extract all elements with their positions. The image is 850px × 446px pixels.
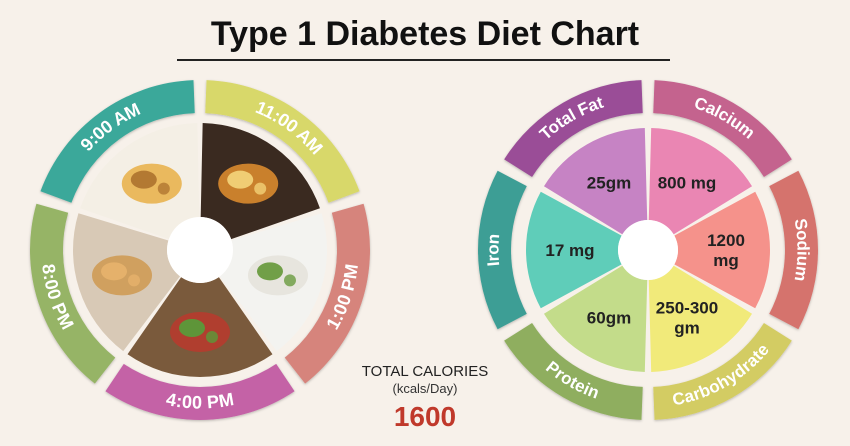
meal-photo-4 — [127, 277, 273, 377]
meal-ring-segment — [105, 363, 295, 420]
nutrient-ring-segment — [504, 323, 643, 420]
nutrient-value: 800 mg — [658, 173, 717, 192]
nutrient-segment-6: Iron 17 mg — [478, 170, 622, 330]
nutrient-ring-segment — [504, 80, 643, 177]
nutrient-fill-segment — [648, 128, 753, 235]
nutrient-fill-segment — [526, 191, 622, 309]
nutrient-fill-segment — [674, 191, 770, 309]
total-calories-unit: (kcals/Day) — [392, 381, 457, 396]
rice-bowl-icon — [247, 255, 308, 296]
nutrient-label: Sodium — [790, 217, 812, 282]
meal-segment-4: 4:00 PM — [105, 363, 295, 420]
nutrient-ring-segment — [653, 80, 792, 177]
nutrient-value: 1200 mg — [707, 231, 745, 270]
nutrient-ring-segment — [653, 323, 792, 420]
nutrient-value: 25gm — [587, 173, 631, 192]
meal-time-label: 4:00 PM — [165, 389, 236, 413]
meal-time-wheel: 9:00 AM 11:00 AM1:00 PM4:00 PM8:00 PM — [30, 80, 370, 420]
meal-photo-2 — [200, 123, 320, 240]
nutrient-value: 17 mg — [545, 241, 594, 260]
nutrient-ring-segment — [769, 170, 818, 330]
meal-ring-segment — [30, 203, 116, 384]
nutrient-fill-segment — [648, 265, 753, 372]
roti-stack-icon — [92, 255, 153, 296]
total-calories-label: TOTAL CALORIES — [362, 363, 488, 380]
dosa-plate-icon — [121, 163, 182, 204]
meal-wheel-hub — [167, 217, 233, 283]
nutrient-value: 60gm — [587, 309, 631, 328]
meal-ring-segment — [284, 203, 370, 384]
meal-photo-1 — [80, 123, 200, 240]
nutrient-value: 250-300 gm — [656, 299, 718, 338]
nutrient-label: Iron — [484, 233, 504, 267]
nutrient-segment-3: Sodium 1200 mg — [674, 170, 818, 330]
nutrient-wheel-hub — [618, 220, 678, 280]
meal-ring-segment — [205, 80, 360, 203]
total-calories-block: TOTAL CALORIES (kcals/Day) 1600 — [362, 363, 488, 432]
meal-photo-5 — [73, 213, 181, 352]
nutrient-fill-segment — [543, 265, 648, 372]
meal-ring-segment — [40, 80, 195, 203]
meal-photo-3 — [219, 213, 327, 352]
salad-bowl-icon — [170, 312, 230, 352]
nutrient-fill-segment — [543, 128, 648, 235]
total-calories-value: 1600 — [394, 401, 456, 432]
nutrient-ring-segment — [478, 170, 527, 330]
sweet-potato-icon — [218, 163, 279, 204]
page-title: Type 1 Diabetes Diet Chart — [211, 15, 639, 53]
